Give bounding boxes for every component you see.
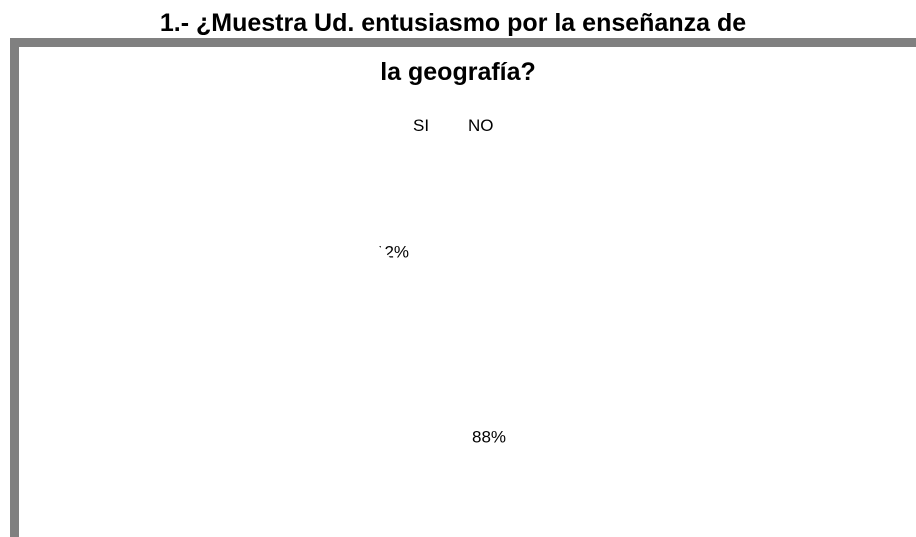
chart-title-line-1: 1.- ¿Muestra Ud. entusiasmo por la enseñ… [159, 9, 747, 37]
pie-slice-si [355, 180, 458, 330]
legend-entry-no: NO [468, 116, 494, 135]
chart-title-line-2: la geografía? [380, 58, 536, 86]
data-label-no: 88% [472, 427, 506, 446]
pie-slice-no [308, 180, 609, 481]
chart-title: 1.- ¿Muestra Ud. entusiasmo por la enseñ… [0, 8, 916, 87]
chart-frame-top-border [10, 38, 916, 47]
chart-frame-left-border [10, 38, 19, 537]
legend-entry-si: SI [413, 116, 430, 135]
